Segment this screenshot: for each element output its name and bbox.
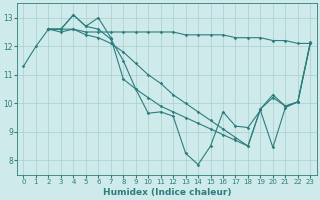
X-axis label: Humidex (Indice chaleur): Humidex (Indice chaleur) [103,188,231,197]
